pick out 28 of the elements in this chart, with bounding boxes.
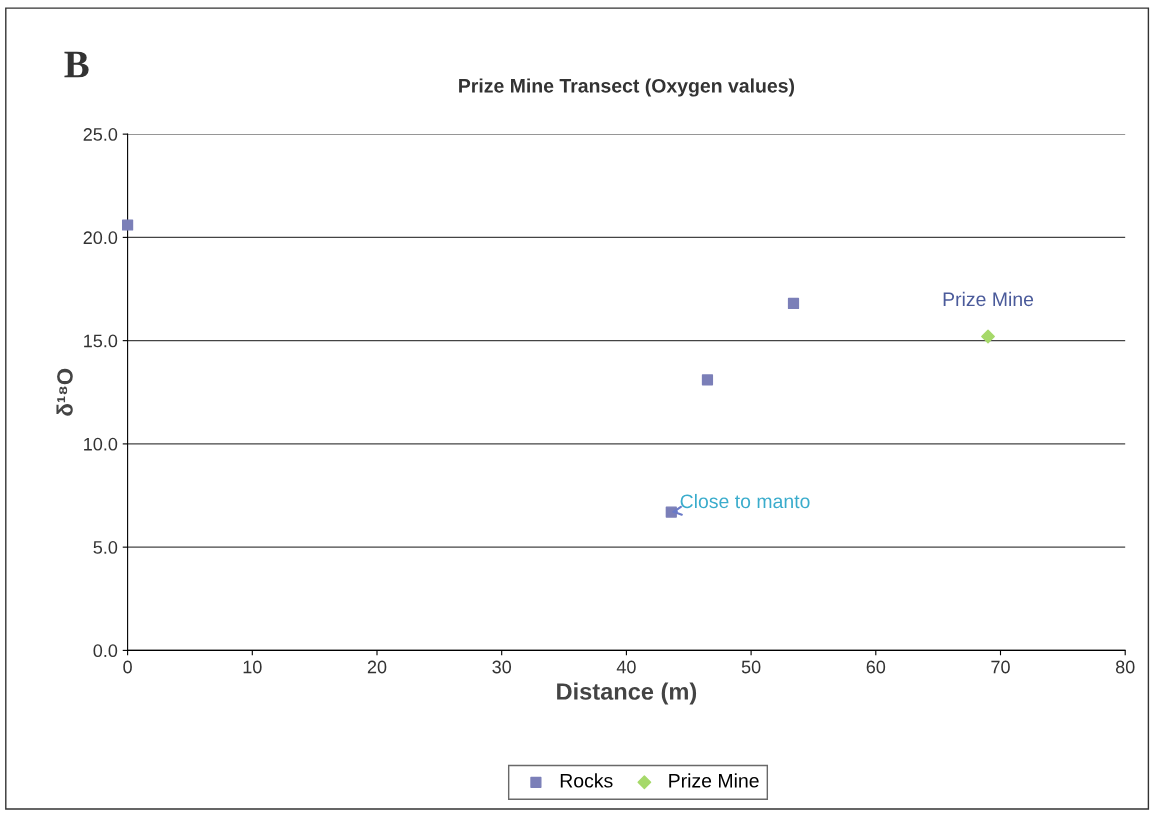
point [665,506,677,518]
x-tick-label: 60 [866,660,886,674]
y-tick-label: 0.0 [93,644,118,658]
y-axis-title: δ¹⁸O [56,368,73,416]
annotation: Close to manto [680,493,810,509]
chart-title: Prize Mine Transect (Oxygen values) [459,78,795,97]
x-tick-label: 50 [741,660,761,674]
y-tick-label: 10.0 [84,437,118,451]
x-tick-label: 70 [991,660,1010,674]
point [981,329,995,344]
y-tick-label: 5.0 [93,541,118,554]
x-tick-label: 10 [243,660,262,674]
y-tick-label: 15.0 [84,334,118,348]
y-tick-label: 25.0 [83,128,118,141]
text: B [64,51,89,78]
x-tick-label: 30 [492,660,512,674]
x-tick-label: 0 [123,660,132,674]
y-tick-label: 20.0 [83,231,118,245]
x-axis-title: Distance (m) [557,682,697,705]
point [787,297,800,310]
legend-label: Prize Mine [669,773,759,788]
point [701,374,714,386]
x-tick-label: 80 [1115,660,1135,674]
x-tick-label: 20 [367,660,387,674]
annotation: Prize Mine [943,291,1034,307]
x-tick-label: 40 [616,660,636,674]
legend-label: Rocks [560,773,613,788]
point [121,219,134,231]
